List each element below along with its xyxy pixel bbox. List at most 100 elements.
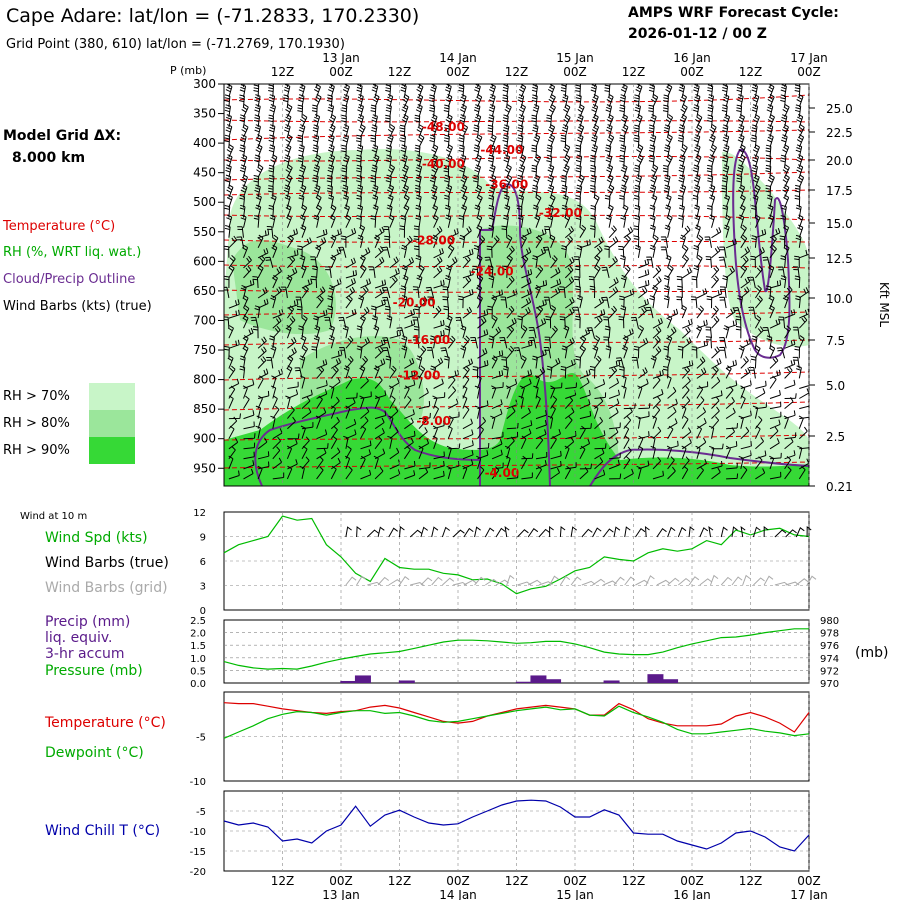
wind-barb (371, 164, 378, 178)
wind-barb-grid (645, 575, 655, 586)
wind-barb (504, 204, 511, 218)
wind-barb (242, 244, 249, 258)
wind-barb (287, 249, 299, 259)
wind-barb (506, 305, 515, 319)
wind-barb (506, 472, 519, 480)
wind-barb (563, 114, 571, 128)
wind-barb (433, 451, 445, 460)
wind-barb (664, 355, 671, 369)
accum-label: 3-hr accum (45, 646, 125, 662)
wind-barb (564, 214, 571, 228)
wind-barb (489, 174, 497, 188)
wind-barb (678, 174, 685, 188)
pressure-tick-label: 300 (193, 77, 216, 91)
wind-barb (360, 376, 369, 389)
wind-barb (243, 421, 255, 430)
wind-barb (414, 114, 421, 128)
wind-barb (268, 164, 275, 178)
wind-barb-grid (345, 576, 357, 586)
wind-barb (637, 325, 645, 339)
panel-tick-label: 3 (200, 582, 206, 593)
wind-barb (476, 224, 483, 238)
wind-barb (462, 449, 474, 460)
wind-barb (531, 144, 538, 158)
temperature-contour-label: -8.00 (416, 414, 451, 428)
wind-barb (722, 134, 730, 148)
wind-barb (286, 465, 293, 480)
wind-barb-grid (731, 576, 743, 586)
wind-barb (681, 244, 689, 259)
wind-barb (621, 385, 627, 399)
wind-barb-true (581, 528, 593, 538)
wind-barb (413, 326, 420, 339)
wind-barb (550, 460, 562, 470)
wind-barb (695, 114, 703, 128)
wind-barb (371, 144, 379, 158)
wind-barb (447, 234, 455, 249)
wind-barb (623, 456, 631, 470)
wind-barb (565, 431, 577, 440)
wind-barb (719, 296, 727, 309)
wind-barb (459, 93, 467, 108)
wind-barb (488, 335, 495, 349)
wind-barb (544, 226, 552, 238)
wind-barb (462, 276, 472, 289)
wind-barb-true (720, 526, 728, 538)
wind-barb (620, 255, 626, 268)
wind-barb (330, 254, 337, 269)
height-tick-label: 10.0 (826, 292, 853, 306)
wind-barb (608, 277, 619, 289)
wind-barb (520, 355, 527, 369)
wind-barb-grid (442, 577, 455, 586)
wind-barb (506, 254, 513, 269)
wind-barb (521, 306, 531, 319)
wind-barb (330, 396, 340, 409)
wind-barb (433, 279, 445, 289)
wind-barb (475, 134, 483, 148)
wind-barb (648, 144, 656, 158)
wind-barb (270, 194, 277, 208)
wind-barb (752, 154, 759, 168)
wind-barb (696, 381, 709, 389)
wind-barb (754, 345, 761, 359)
wind-barb (316, 365, 325, 379)
wind-barb (357, 234, 364, 248)
wind-barb (243, 468, 254, 480)
wind-barb (315, 244, 322, 258)
wind-barb (460, 174, 468, 188)
wind-barb (301, 285, 309, 299)
wind-barb (521, 369, 533, 379)
wind-barb (696, 305, 704, 319)
wind-barb (488, 104, 496, 118)
wind-barb (681, 415, 689, 429)
wind-barb (547, 415, 554, 429)
wind-barb (594, 309, 606, 319)
wind-barb (711, 346, 721, 359)
wind-barb (287, 228, 298, 239)
wind-barb (462, 248, 474, 259)
wind-barb (738, 214, 745, 228)
wind-barb (374, 395, 380, 409)
wind-barb (239, 365, 246, 379)
wind-barb (328, 284, 335, 299)
wind-barb (374, 427, 385, 440)
wind-barb (225, 84, 233, 98)
wind-barb (652, 369, 664, 379)
wind-barb (755, 415, 763, 429)
wind-barb (722, 124, 729, 138)
wind-barb (708, 425, 715, 439)
wind-barb (725, 441, 738, 450)
series-line (223, 702, 810, 733)
wind-barb (502, 124, 510, 138)
wind-barb (240, 184, 248, 198)
wind-barb (298, 84, 306, 98)
wind-barb (564, 396, 574, 409)
wind-barb (620, 164, 628, 178)
wind-barb (228, 470, 240, 480)
top-time-label: 00Z (446, 65, 470, 79)
wind-barb (342, 94, 350, 108)
wind-barb (430, 114, 438, 128)
wind-barb (239, 355, 246, 369)
wind-barb (432, 395, 438, 409)
